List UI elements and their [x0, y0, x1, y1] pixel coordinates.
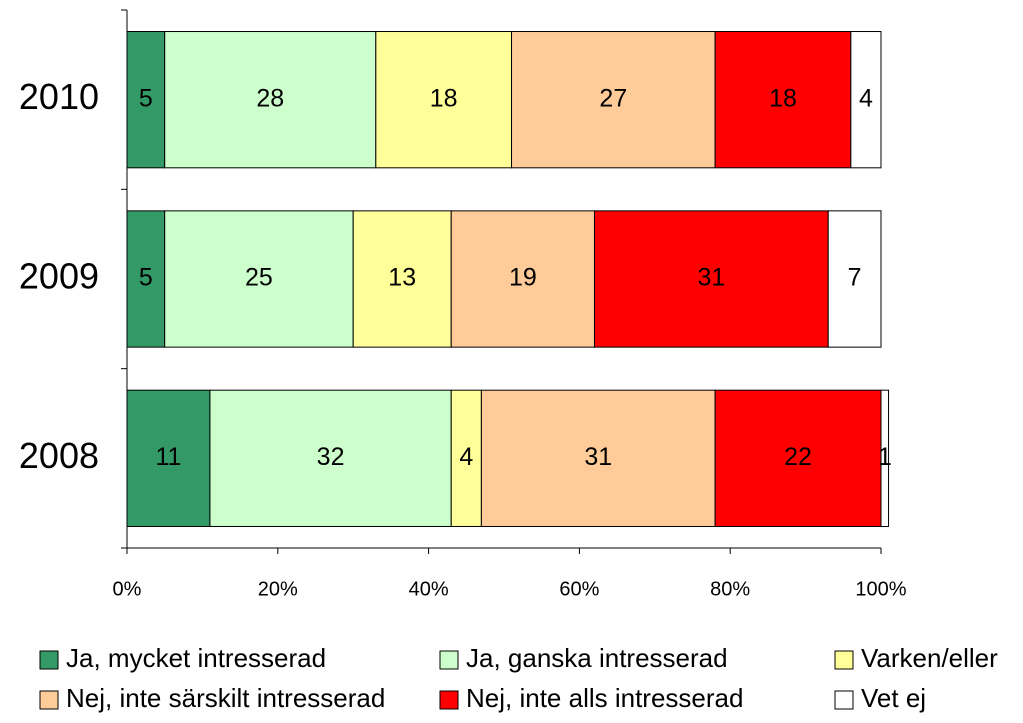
value-label: 27 — [599, 84, 627, 112]
legend-swatch — [834, 690, 854, 710]
bar-segment — [450, 389, 482, 527]
bar-segment — [126, 210, 166, 348]
value-label: 4 — [859, 84, 873, 112]
value-label: 5 — [139, 264, 153, 292]
legend-swatch — [39, 650, 59, 670]
legend-swatch — [439, 650, 459, 670]
value-label: 22 — [784, 443, 812, 471]
bar-segment — [511, 31, 716, 169]
bar-segment — [593, 210, 829, 348]
category-label: 2010 — [19, 76, 99, 117]
value-label: 11 — [155, 443, 181, 471]
value-label: 7 — [848, 264, 862, 292]
x-tick-label: 40% — [409, 578, 449, 600]
bar-segment — [164, 210, 354, 348]
legend-label: Nej, inte alls intresserad — [466, 683, 743, 713]
bar-segment — [209, 389, 452, 527]
value-label: 18 — [769, 84, 797, 112]
bar-segment — [880, 389, 890, 527]
legend-label: Nej, inte särskilt intresserad — [66, 683, 385, 713]
value-label: 5 — [139, 84, 153, 112]
bar-segment — [850, 31, 882, 169]
value-label: 13 — [388, 264, 416, 292]
legend-label: Ja, ganska intresserad — [466, 643, 728, 673]
value-label: 19 — [509, 264, 537, 292]
category-label: 2008 — [19, 435, 99, 476]
value-label: 31 — [584, 443, 612, 471]
bar-segment — [164, 31, 377, 169]
legend-swatch — [834, 650, 854, 670]
legend-label: Varken/eller — [861, 643, 998, 673]
bar-segment — [827, 210, 882, 348]
bar-segment — [126, 389, 211, 527]
legend-swatch — [39, 690, 59, 710]
value-label: 1 — [878, 443, 892, 471]
x-tick-label: 0% — [113, 578, 142, 600]
bar-segment — [480, 389, 716, 527]
value-label: 31 — [697, 264, 725, 292]
x-tick-label: 20% — [258, 578, 298, 600]
bar-segment — [714, 31, 852, 169]
value-label: 28 — [256, 84, 284, 112]
legend-swatch — [439, 690, 459, 710]
legend-label: Vet ej — [861, 683, 926, 713]
bar-segment — [375, 31, 513, 169]
legend-label: Ja, mycket intresserad — [66, 643, 326, 673]
value-label: 25 — [245, 264, 273, 292]
category-label: 2009 — [19, 256, 99, 297]
value-label: 4 — [459, 443, 473, 471]
x-tick-label: 80% — [710, 578, 750, 600]
bar-segment — [126, 31, 166, 169]
bar-segment — [714, 389, 882, 527]
x-tick-label: 100% — [855, 578, 906, 600]
value-label: 32 — [317, 443, 345, 471]
value-label: 18 — [430, 84, 458, 112]
x-tick-label: 60% — [559, 578, 599, 600]
bar-segment — [352, 210, 452, 348]
bar-segment — [450, 210, 595, 348]
